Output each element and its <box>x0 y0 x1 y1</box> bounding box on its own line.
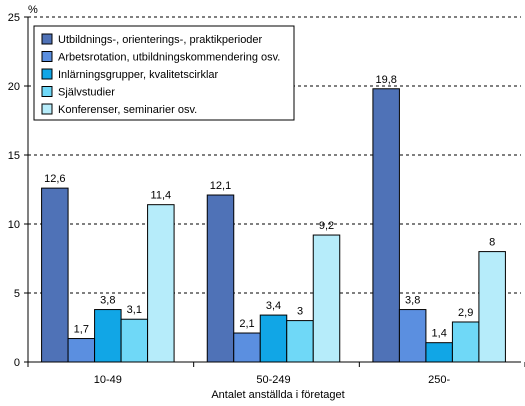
bar <box>259 314 288 363</box>
y-tick-label: 10 <box>8 219 20 231</box>
y-tick-label: 0 <box>14 357 20 369</box>
y-tick-label: 5 <box>14 288 20 300</box>
bars <box>41 88 506 363</box>
x-axis-title: Antalet anställda i företaget <box>211 389 344 401</box>
legend-label: Utbildnings-, orienterings-, praktikperi… <box>58 34 263 46</box>
bar-value-label: 11,4 <box>151 190 172 202</box>
bar <box>233 332 261 363</box>
bar <box>206 194 235 363</box>
y-unit-label: % <box>28 4 38 16</box>
bar-value-label: 19,8 <box>375 74 396 86</box>
bar-value-label: 2,9 <box>458 307 473 319</box>
bar-value-label: 2,1 <box>239 318 254 330</box>
x-axis: 10-49 50-249 250- <box>27 361 525 386</box>
bar <box>312 234 341 363</box>
legend-label: Arbetsrotation, utbildningskommendering … <box>58 52 280 64</box>
y-tick-label: 15 <box>8 150 20 162</box>
bar <box>147 204 175 363</box>
bar <box>425 342 453 363</box>
bar <box>67 338 96 363</box>
bar-value-label: 8 <box>489 237 495 249</box>
legend-swatch <box>41 68 53 80</box>
x-tick-label: 10-49 <box>94 374 122 386</box>
bar <box>478 251 506 363</box>
legend: Utbildnings-, orienterings-, praktikperi… <box>33 25 295 121</box>
legend-swatch <box>41 86 53 97</box>
bar-value-label: 3,8 <box>100 295 115 307</box>
bar <box>120 318 149 363</box>
bar-value-label: 3,1 <box>127 304 142 316</box>
bar <box>41 187 69 363</box>
y-axis: 0 5 10 15 20 25 <box>8 12 29 369</box>
legend-swatch <box>41 103 53 115</box>
bar <box>398 309 427 363</box>
legend-swatch <box>41 33 53 45</box>
x-tick-label: 250- <box>428 374 450 386</box>
bar-value-label: 12,6 <box>44 173 65 185</box>
bar-value-label: 1,7 <box>74 324 89 336</box>
legend-label: Konferenser, seminarier osv. <box>58 104 197 116</box>
bar-value-label: 9,2 <box>319 220 334 232</box>
legend-label: Självstudier <box>58 87 115 99</box>
y-tick-label: 25 <box>8 12 20 24</box>
bar-value-label: 3 <box>297 306 303 318</box>
legend-swatch <box>41 51 53 62</box>
bar <box>372 88 400 363</box>
bar <box>451 321 480 363</box>
bar-value-label: 12,1 <box>210 180 231 192</box>
x-tick-label: 50-249 <box>256 374 290 386</box>
bar-value-label: 3,8 <box>405 295 420 307</box>
legend-box <box>33 25 295 121</box>
y-tick-label: 20 <box>8 81 20 93</box>
legend-label: Inlärningsgrupper, kvalitetscirklar <box>58 69 219 81</box>
bar-value-label: 1,4 <box>432 328 447 340</box>
value-labels: 12,6 1,7 3,8 3,1 11,4 12,1 2,1 3,4 3 9,2 19,8 3,8 1,… <box>44 74 495 340</box>
bar <box>94 309 122 363</box>
bar <box>286 320 314 363</box>
bar-value-label: 3,4 <box>266 300 281 312</box>
